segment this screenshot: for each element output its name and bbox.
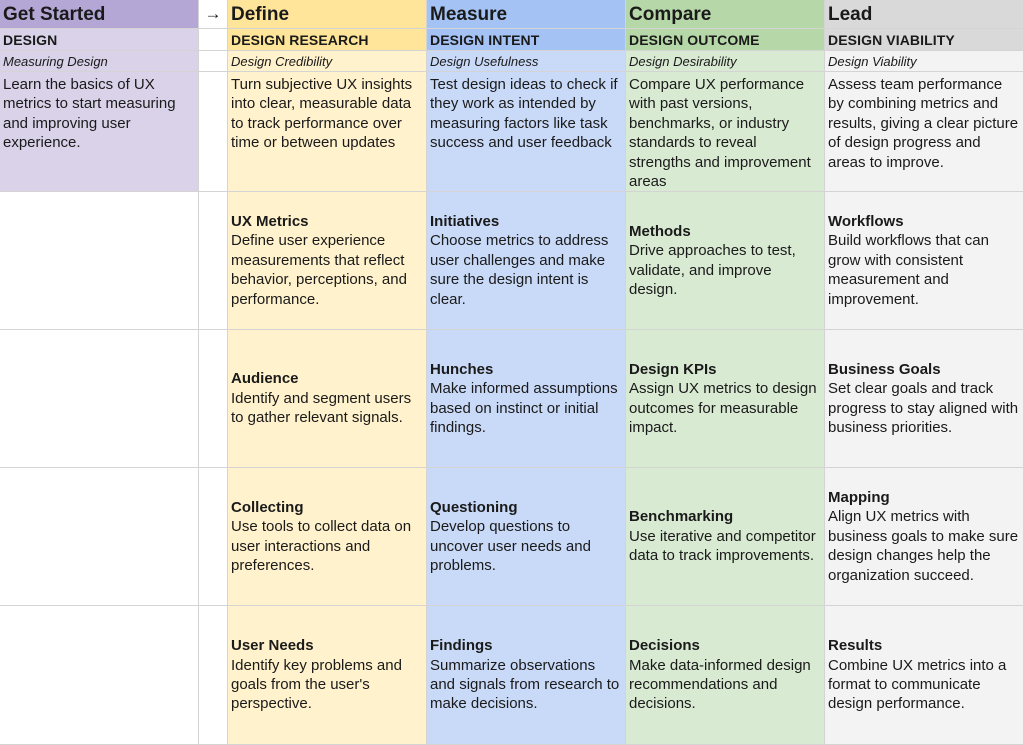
item-text: Make informed assumptions based on insti…	[430, 380, 618, 436]
define-item[interactable]: Audience Identify and segment users to g…	[228, 330, 427, 468]
empty-cell[interactable]	[199, 330, 228, 468]
compare-item[interactable]: Methods Drive approaches to test, valida…	[626, 192, 825, 330]
item-heading: Workflows	[828, 212, 904, 230]
lead-tag[interactable]: Design Viability	[825, 51, 1024, 72]
define-item[interactable]: Collecting Use tools to collect data on …	[228, 468, 427, 606]
item-text: Use iterative and competitor data to tra…	[629, 527, 816, 565]
lead-subtitle[interactable]: DESIGN VIABILITY	[825, 29, 1024, 51]
item-text: Combine UX metrics into a format to comm…	[828, 656, 1007, 713]
define-subtitle[interactable]: DESIGN RESEARCH	[228, 29, 427, 51]
lead-item[interactable]: Mapping Align UX metrics with business g…	[825, 468, 1024, 606]
item-heading: UX Metrics	[231, 212, 309, 230]
compare-item[interactable]: Decisions Make data-informed design reco…	[626, 606, 825, 745]
empty-cell[interactable]	[199, 29, 228, 51]
item-heading: Benchmarking	[629, 508, 734, 526]
compare-item[interactable]: Design KPIs Assign UX metrics to design …	[626, 330, 825, 468]
item-text: Build workflows that can grow with consi…	[828, 232, 989, 308]
define-item[interactable]: UX Metrics Define user experience measur…	[228, 192, 427, 330]
lead-item[interactable]: Results Combine UX metrics into a format…	[825, 606, 1024, 745]
get-started-title[interactable]: Get Started	[0, 0, 199, 29]
item-heading: Business Goals	[828, 360, 941, 378]
item-heading: Methods	[629, 222, 691, 240]
define-item[interactable]: User Needs Identify key problems and goa…	[228, 606, 427, 745]
empty-cell[interactable]	[199, 51, 228, 72]
compare-title[interactable]: Compare	[626, 0, 825, 29]
empty-cell[interactable]	[199, 72, 228, 192]
item-heading: Design KPIs	[629, 360, 717, 378]
lead-description[interactable]: Assess team performance by combining met…	[825, 72, 1024, 192]
lead-title[interactable]: Lead	[825, 0, 1024, 29]
item-text: Summarize observations and signals from …	[430, 656, 620, 713]
measure-title[interactable]: Measure	[427, 0, 626, 29]
define-title[interactable]: Define	[228, 0, 427, 29]
item-heading: Collecting	[231, 498, 304, 516]
lead-item[interactable]: Workflows Build workflows that can grow …	[825, 192, 1024, 330]
item-text: Make data-informed design recommendation…	[629, 656, 811, 713]
item-text: Align UX metrics with business goals to …	[828, 508, 1019, 584]
measure-item[interactable]: Questioning Develop questions to uncover…	[427, 468, 626, 606]
define-description[interactable]: Turn subjective UX insights into clear, …	[228, 72, 427, 192]
measure-item[interactable]: Findings Summarize observations and sign…	[427, 606, 626, 745]
get-started-subtitle[interactable]: DESIGN	[0, 29, 199, 51]
empty-cell[interactable]	[0, 192, 199, 330]
define-tag[interactable]: Design Credibility	[228, 51, 427, 72]
measure-subtitle[interactable]: DESIGN INTENT	[427, 29, 626, 51]
empty-cell[interactable]	[0, 606, 199, 745]
measure-item[interactable]: Initiatives Choose metrics to address us…	[427, 192, 626, 330]
empty-cell[interactable]	[199, 606, 228, 745]
item-text: Choose metrics to address user challenge…	[430, 232, 609, 308]
empty-cell[interactable]	[199, 192, 228, 330]
item-heading: Mapping	[828, 488, 890, 506]
measure-tag[interactable]: Design Usefulness	[427, 51, 626, 72]
get-started-tag[interactable]: Measuring Design	[0, 51, 199, 72]
empty-cell[interactable]	[0, 330, 199, 468]
item-heading: Audience	[231, 370, 299, 388]
item-text: Set clear goals and track progress to st…	[828, 380, 1019, 436]
compare-item[interactable]: Benchmarking Use iterative and competito…	[626, 468, 825, 606]
right-arrow-icon: →	[199, 0, 228, 29]
compare-tag[interactable]: Design Desirability	[626, 51, 825, 72]
item-heading: Findings	[430, 637, 493, 655]
measure-item[interactable]: Hunches Make informed assumptions based …	[427, 330, 626, 468]
item-heading: Questioning	[430, 498, 518, 516]
item-heading: Hunches	[430, 360, 494, 378]
lead-item[interactable]: Business Goals Set clear goals and track…	[825, 330, 1024, 468]
item-text: Assign UX metrics to design outcomes for…	[629, 380, 817, 436]
compare-description[interactable]: Compare UX performance with past version…	[626, 72, 825, 192]
item-heading: Decisions	[629, 637, 700, 655]
compare-subtitle[interactable]: DESIGN OUTCOME	[626, 29, 825, 51]
empty-cell[interactable]	[0, 468, 199, 606]
item-text: Use tools to collect data on user intera…	[231, 518, 412, 574]
item-text: Develop questions to uncover user needs …	[430, 518, 591, 574]
get-started-description[interactable]: Learn the basics of UX metrics to start …	[0, 72, 199, 192]
measure-description[interactable]: Test design ideas to check if they work …	[427, 72, 626, 192]
item-text: Drive approaches to test, validate, and …	[629, 242, 796, 298]
item-heading: User Needs	[231, 637, 314, 655]
item-heading: Results	[828, 637, 883, 655]
item-text: Identify and segment users to gather rel…	[231, 389, 412, 427]
item-text: Define user experience measurements that…	[231, 232, 407, 308]
item-heading: Initiatives	[430, 212, 500, 230]
item-text: Identify key problems and goals from the…	[231, 656, 402, 713]
empty-cell[interactable]	[199, 468, 228, 606]
